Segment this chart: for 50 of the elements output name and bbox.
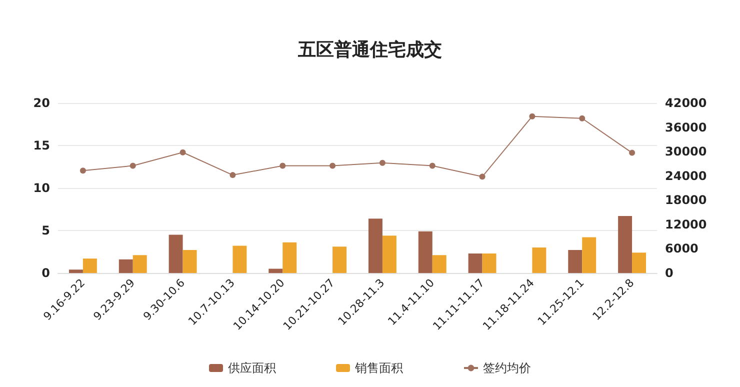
point — [280, 162, 286, 169]
point — [529, 113, 536, 120]
bar — [632, 252, 646, 273]
point — [80, 168, 86, 174]
bar — [82, 258, 97, 273]
point — [579, 115, 586, 122]
point — [330, 162, 336, 169]
y2-tick-label: 0 — [665, 266, 674, 280]
y2-tick-label: 24000 — [665, 168, 707, 183]
y-tick-label: 20 — [33, 96, 50, 110]
legend-label: 签约均价 — [483, 361, 531, 375]
point — [130, 162, 136, 169]
bar — [482, 253, 496, 273]
bar — [532, 248, 546, 273]
bar — [118, 259, 133, 273]
bar — [368, 218, 382, 273]
point — [629, 150, 636, 156]
legend-label: 销售面积 — [354, 361, 403, 375]
legend-label: 供应面积 — [228, 361, 276, 375]
bar — [468, 253, 482, 273]
y2-tick-label: 12000 — [665, 217, 707, 232]
bar — [618, 216, 632, 273]
bar — [182, 250, 197, 273]
point — [230, 172, 236, 178]
point — [180, 149, 186, 156]
bar — [132, 255, 147, 273]
bar — [432, 255, 446, 273]
bar — [68, 270, 83, 273]
chart-title: 五区普通住宅成交 — [297, 40, 442, 60]
y-tick-label: 15 — [33, 138, 50, 152]
bar — [582, 237, 596, 273]
bar — [168, 234, 183, 273]
y2-tick-label: 6000 — [665, 242, 698, 256]
y2-tick-label: 36000 — [665, 120, 707, 134]
bar — [418, 231, 432, 273]
y-tick-label: 10 — [33, 181, 50, 195]
point — [479, 174, 486, 180]
y2-tick-label: 30000 — [665, 144, 707, 159]
y-tick-label: 5 — [42, 224, 50, 238]
point — [429, 162, 436, 169]
point — [379, 160, 386, 166]
bar — [268, 268, 283, 273]
y-tick-label: 0 — [42, 266, 50, 280]
bar — [282, 242, 297, 273]
bar — [332, 246, 347, 273]
bar — [568, 250, 582, 273]
bar — [232, 246, 247, 273]
y2-tick-label: 42000 — [665, 96, 707, 110]
bar — [382, 236, 396, 273]
y2-tick-label: 18000 — [665, 193, 707, 208]
